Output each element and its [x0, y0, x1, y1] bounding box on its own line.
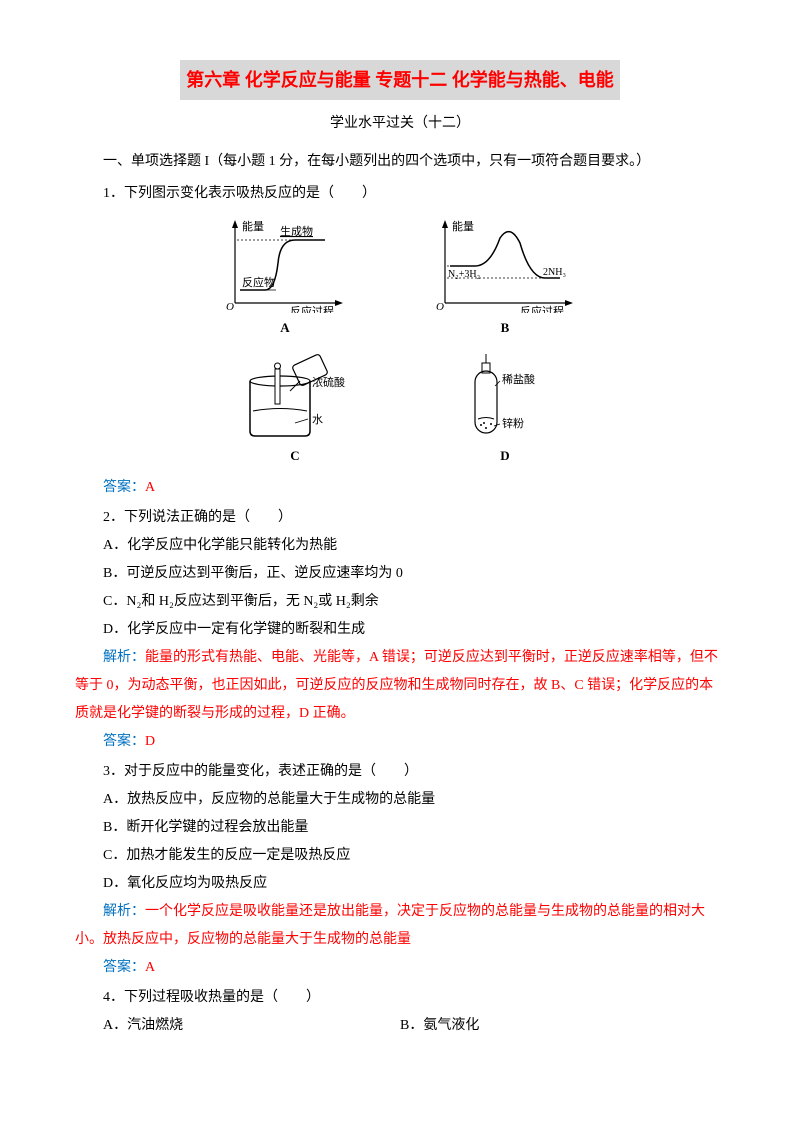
- figD-acid: 稀盐酸: [502, 372, 535, 386]
- q1-figure-row-1: 能量 生成物 反应物 反应过程 O A 能量 N₂+3H₂ 2NH₃ 反应过程 …: [75, 218, 725, 341]
- q3-optB: B．断开化学键的过程会放出能量: [75, 814, 725, 842]
- subtitle: 学业水平过关（十二）: [75, 110, 725, 138]
- figD-zinc: 锌粉: [502, 416, 524, 430]
- chapter-title: 第六章 化学反应与能量 专题十二 化学能与热能、电能: [180, 60, 620, 100]
- q1-text: 1．下列图示变化表示吸热反应的是（ ）: [75, 180, 725, 208]
- figB-left: N₂+3H₂: [448, 269, 480, 280]
- q4-optA: A．汽油燃烧: [75, 1012, 400, 1040]
- q1-answer-value: A: [145, 480, 155, 495]
- q1-answer: 答案：A: [75, 474, 725, 502]
- explain-label: 解析：: [103, 650, 145, 665]
- explain-label: 解析：: [103, 904, 145, 919]
- q2-optA: A．化学反应中化学能只能转化为热能: [75, 532, 725, 560]
- q4-options-row: A．汽油燃烧 B．氨气液化: [75, 1012, 725, 1040]
- figB-ylabel: 能量: [452, 219, 474, 233]
- q2-optC: C．N₂和 H₂反应达到平衡后，无 N₂或 H₂剩余: [75, 588, 725, 616]
- answer-label: 答案：: [103, 960, 145, 975]
- q3-explain: 解析：一个化学反应是吸收能量还是放出能量，决定于反应物的总能量与生成物的总能量的…: [75, 898, 725, 954]
- answer-label: 答案：: [103, 480, 145, 495]
- q2-text: 2．下列说法正确的是（ ）: [75, 504, 725, 532]
- q2-explain-text: 能量的形式有热能、电能、光能等，A 错误；可逆反应达到平衡时，正逆反应速率相等，…: [75, 650, 718, 721]
- figA-ylabel: 能量: [242, 219, 264, 233]
- figB-xlabel: 反应过程: [520, 304, 564, 313]
- figA-products: 生成物: [280, 224, 313, 238]
- q2-optD: D．化学反应中一定有化学键的断裂和生成: [75, 616, 725, 644]
- q2-answer-value: D: [145, 734, 155, 749]
- q4-text: 4．下列过程吸收热量的是（ ）: [75, 984, 725, 1012]
- q3-explain-text: 一个化学反应是吸收能量还是放出能量，决定于反应物的总能量与生成物的总能量的相对大…: [75, 904, 705, 947]
- q3-optD: D．氧化反应均为吸热反应: [75, 870, 725, 898]
- q4-optB: B．氨气液化: [400, 1012, 725, 1040]
- q1-figA: 能量 生成物 反应物 反应过程 O A: [220, 218, 350, 341]
- figA-origin: O: [226, 301, 234, 313]
- q3-answer-value: A: [145, 960, 155, 975]
- q1-figure-row-2: 浓硫酸 水 C 稀盐酸 锌粉 D: [75, 351, 725, 469]
- q1-figB: 能量 N₂+3H₂ 2NH₃ 反应过程 O B: [430, 218, 580, 341]
- figC-label: C: [290, 443, 299, 469]
- q3-text: 3．对于反应中的能量变化，表述正确的是（ ）: [75, 758, 725, 786]
- answer-label: 答案：: [103, 734, 145, 749]
- q2-explain: 解析：能量的形式有热能、电能、光能等，A 错误；可逆反应达到平衡时，正逆反应速率…: [75, 644, 725, 728]
- figA-label: A: [280, 315, 289, 341]
- figC-water: 水: [312, 413, 323, 426]
- figB-origin: O: [436, 301, 444, 313]
- q2-optB: B．可逆反应达到平衡后，正、逆反应速率均为 0: [75, 560, 725, 588]
- title-wrap: 第六章 化学反应与能量 专题十二 化学能与热能、电能: [75, 60, 725, 110]
- q1-figC: 浓硫酸 水 C: [230, 351, 360, 469]
- q1-figD: 稀盐酸 锌粉 D: [440, 351, 570, 469]
- q2-answer: 答案：D: [75, 728, 725, 756]
- q3-optC: C．加热才能发生的反应一定是吸热反应: [75, 842, 725, 870]
- section-intro: 一、单项选择题 I（每小题 1 分，在每小题列出的四个选项中，只有一项符合题目要…: [75, 148, 725, 176]
- figC-sulfuric: 浓硫酸: [312, 375, 345, 389]
- figB-label: B: [501, 315, 510, 341]
- figB-right: 2NH₃: [543, 267, 566, 278]
- q3-optA: A．放热反应中，反应物的总能量大于生成物的总能量: [75, 786, 725, 814]
- q3-answer: 答案：A: [75, 954, 725, 982]
- figA-xlabel: 反应过程: [290, 304, 334, 313]
- figA-reactants: 反应物: [242, 275, 275, 289]
- figD-label: D: [500, 443, 509, 469]
